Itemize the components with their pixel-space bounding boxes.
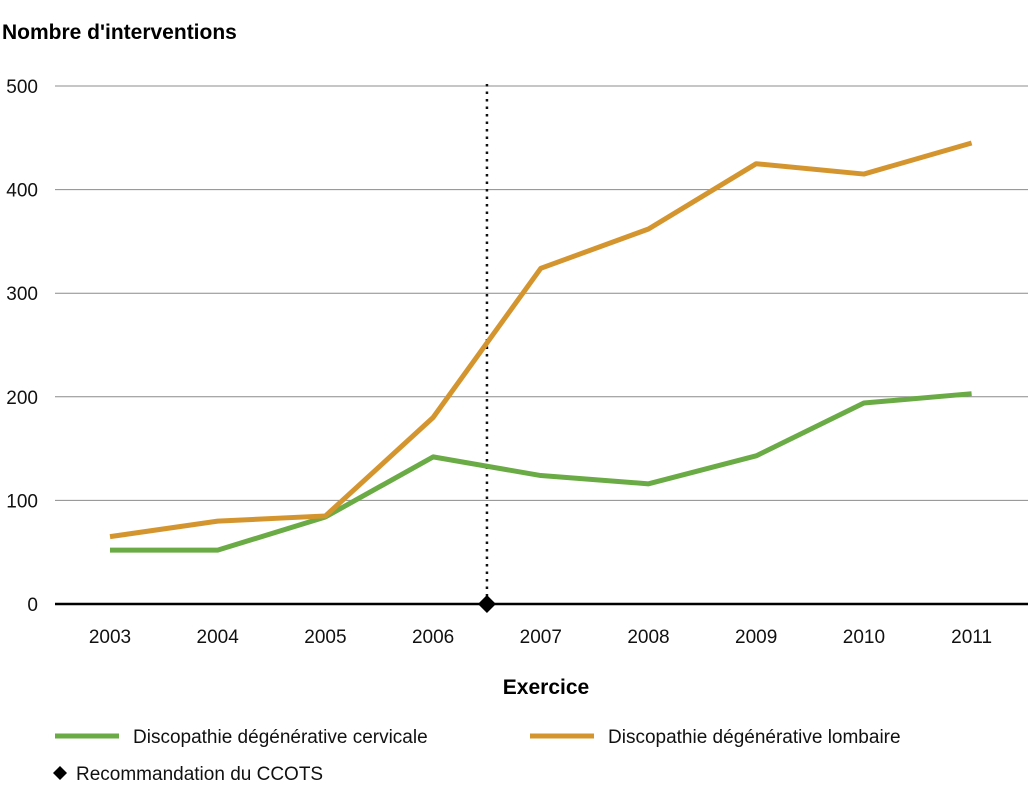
legend-label-recommendation: Recommandation du CCOTS [76,764,323,785]
legend-label-1: Discopathie dégénérative cervicale [133,727,428,748]
x-axis [55,595,1028,613]
legend-label-2: Discopathie dégénérative lombaire [608,727,901,748]
y-tick-label: 0 [27,595,38,616]
y-tick-label: 400 [6,181,38,202]
y-axis-ticks: 0 100 200 300 400 500 [6,77,38,616]
y-tick-label: 200 [6,388,38,409]
x-tick-label: 2008 [627,627,669,648]
y-axis-title: Nombre d'interventions [2,21,237,44]
legend-diamond-icon [53,766,67,780]
y-tick-label: 500 [6,77,38,98]
series-line-1 [110,391,972,553]
x-tick-label: 2005 [304,627,346,648]
y-tick-label: 100 [6,491,38,512]
y-tick-label: 300 [6,284,38,305]
x-tick-label: 2003 [89,627,131,648]
x-tick-label: 2004 [197,627,240,648]
gridlines [55,85,1028,501]
x-tick-label: 2006 [412,627,454,648]
x-tick-label: 2009 [735,627,777,648]
x-tick-label: 2007 [520,627,562,648]
recommendation-diamond-marker [477,595,496,613]
series-lines [109,140,973,553]
x-tick-label: 2010 [843,627,885,648]
x-axis-ticks: 2003 2004 2005 2006 2007 2008 2009 2010 2011 [89,627,992,648]
legend: Discopathie dégénérative cervicale Discop… [53,727,901,785]
x-tick-label: 2011 [951,627,992,648]
x-axis-title: Exercice [503,676,589,699]
